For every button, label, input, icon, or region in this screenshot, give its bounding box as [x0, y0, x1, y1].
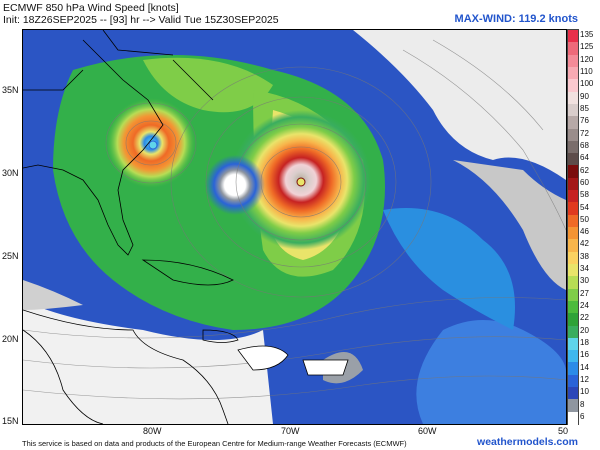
colorbar-label: 72	[580, 128, 589, 138]
colorbar-label: 6	[580, 411, 585, 421]
colorbar-swatch	[568, 276, 578, 290]
colorbar-label: 14	[580, 362, 589, 372]
colorbar-label: 12	[580, 374, 589, 384]
wind-speed-colorbar	[567, 29, 579, 425]
colorbar-label: 110	[580, 67, 593, 77]
header: ECMWF 850 hPa Wind Speed [knots] Init: 1…	[0, 0, 600, 28]
colorbar-label: 90	[580, 91, 589, 101]
lat-label-25n: 25N	[2, 251, 19, 261]
colorbar-label: 10	[580, 387, 589, 397]
lat-label-20n: 20N	[2, 334, 19, 344]
map-title: ECMWF 850 hPa Wind Speed [knots]	[3, 2, 179, 14]
lon-label-50w: 50	[558, 426, 569, 436]
colorbar-label: 120	[580, 54, 594, 64]
colorbar-label: 38	[580, 251, 589, 261]
colorbar-label: 68	[580, 140, 589, 150]
lon-label-60w: 60W	[418, 426, 437, 436]
map-subtitle: Init: 18Z26SEP2025 -- [93] hr --> Valid …	[3, 14, 279, 26]
colorbar-swatch	[568, 140, 578, 154]
colorbar-label: 125	[580, 42, 594, 52]
colorbar-swatch	[568, 300, 578, 314]
brand-link[interactable]: weathermodels.com	[477, 436, 578, 448]
lat-label-30n: 30N	[2, 168, 19, 178]
colorbar-swatch	[568, 79, 578, 93]
colorbar-swatch	[568, 202, 578, 216]
colorbar-swatch	[568, 374, 578, 388]
colorbar-swatch	[568, 42, 578, 56]
colorbar-swatch	[568, 30, 578, 43]
colorbar-label: 16	[580, 350, 589, 360]
colorbar-label: 85	[580, 104, 589, 114]
lon-label-80w: 80W	[143, 426, 162, 436]
lat-label-35n: 35N	[2, 85, 19, 95]
colorbar-label: 20	[580, 325, 589, 335]
coastline-outline	[23, 30, 349, 424]
colorbar-label: 60	[580, 177, 589, 187]
colorbar-swatch	[568, 239, 578, 253]
colorbar-label: 42	[580, 239, 589, 249]
colorbar-swatch	[568, 91, 578, 105]
colorbar-swatch	[568, 399, 578, 413]
colorbar-swatch	[568, 227, 578, 240]
colorbar-swatch	[568, 103, 578, 117]
colorbar-swatch	[568, 313, 578, 326]
lat-label-15n: 15N	[2, 416, 19, 426]
calm-eye-region	[205, 155, 265, 215]
colorbar-swatch	[568, 177, 578, 191]
colorbar-swatch	[568, 362, 578, 376]
colorbar-label: 27	[580, 288, 589, 298]
colorbar-label: 18	[580, 337, 589, 347]
colorbar-label: 24	[580, 301, 589, 311]
colorbar-label: 46	[580, 227, 589, 237]
colorbar-label: 62	[580, 165, 589, 175]
colorbar-label: 58	[580, 190, 589, 200]
wind-streamlines	[23, 39, 566, 400]
colorbar-label: 135	[580, 30, 594, 40]
colorbar-swatch	[568, 116, 578, 129]
colorbar-label: 50	[580, 214, 589, 224]
colorbar-swatch	[568, 387, 578, 400]
map-canvas	[23, 30, 566, 424]
colorbar-swatch	[568, 411, 578, 425]
colorbar-swatch	[568, 337, 578, 351]
colorbar-label: 100	[580, 79, 594, 89]
colorbar-label: 54	[580, 202, 589, 212]
colorbar-swatch	[568, 153, 578, 166]
colorbar-swatch	[568, 128, 578, 142]
colorbar-label: 34	[580, 264, 589, 274]
colorbar-label: 30	[580, 276, 589, 286]
colorbar-label: 76	[580, 116, 589, 126]
colorbar-swatch	[568, 190, 578, 203]
colorbar-swatch	[568, 263, 578, 277]
colorbar-label: 64	[580, 153, 589, 163]
colorbar-label: 8	[580, 399, 585, 409]
wind-speed-map	[22, 29, 567, 425]
colorbar-swatch	[568, 350, 578, 363]
max-wind-readout: MAX-WIND: 119.2 knots	[454, 13, 578, 25]
colorbar-swatch	[568, 288, 578, 302]
lon-label-70w: 70W	[281, 426, 300, 436]
colorbar-swatch	[568, 214, 578, 228]
colorbar-swatch	[568, 54, 578, 68]
colorbar-label: 22	[580, 313, 589, 323]
colorbar-swatch	[568, 251, 578, 265]
colorbar-swatch	[568, 325, 578, 339]
colorbar-swatch	[568, 165, 578, 179]
colorbar-swatch	[568, 66, 578, 80]
data-credit: This service is based on data and produc…	[22, 439, 407, 448]
